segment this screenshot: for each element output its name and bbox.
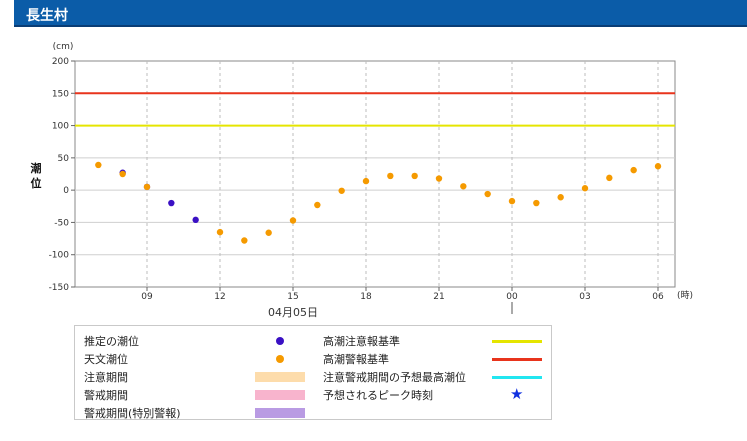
legend-line-swatch	[492, 358, 542, 361]
legend-label: 注意期間	[84, 371, 128, 384]
legend-label: 天文潮位	[84, 353, 128, 366]
date-label: 04月05日	[268, 306, 318, 319]
x-unit-label: (時)	[677, 290, 693, 301]
y-axis-title-char: 潮	[31, 161, 42, 175]
astronomical-tide-point	[460, 183, 467, 190]
astronomical-tide-point	[216, 228, 224, 236]
station-title: 長生村	[26, 8, 68, 24]
x-tick-label: 12	[214, 292, 225, 302]
astronomical-tide-point	[508, 197, 516, 205]
y-tick-label: -150	[49, 283, 70, 293]
y-tick-label: -100	[49, 251, 70, 261]
astronomical-tide-point	[387, 172, 394, 180]
estimated-tide-point	[192, 216, 199, 224]
y-tick-label: 50	[58, 154, 70, 164]
y-tick-label: 0	[63, 186, 69, 196]
astronomical-tide-point	[606, 174, 613, 182]
x-tick-label: 21	[433, 292, 444, 302]
legend-label: 警戒期間(特別警報)	[84, 407, 181, 420]
legend-label: 高潮警報基準	[323, 353, 389, 366]
y-unit-label: (cm)	[53, 42, 74, 52]
astronomical-tide-point	[484, 190, 491, 198]
astronomical-tide-point	[557, 194, 564, 201]
astronomical-tide-point	[289, 217, 297, 224]
x-tick-label: 00	[506, 292, 518, 302]
legend-label: 高潮注意報基準	[323, 335, 400, 348]
y-tick-label: -50	[54, 218, 69, 228]
x-tick-label: 18	[360, 292, 372, 302]
x-tick-label: 06	[652, 292, 664, 302]
astronomical-tide-point	[362, 177, 370, 185]
astronomical-tide-point	[143, 183, 151, 191]
astronomical-tide-point	[95, 161, 102, 169]
astronomical-tide-point	[630, 166, 637, 174]
estimated-tide-point	[168, 199, 175, 207]
legend-dot-icon	[276, 337, 284, 345]
astronomical-tide-point	[338, 187, 345, 194]
x-tick-label: 09	[141, 292, 153, 302]
y-tick-label: 200	[52, 57, 69, 67]
astronomical-tide-point	[119, 170, 126, 178]
astronomical-tide-point	[314, 201, 321, 209]
astronomical-tide-point	[411, 172, 418, 180]
star-icon: ★	[510, 385, 524, 403]
legend-line-swatch	[492, 340, 542, 343]
chart-legend: 推定の潮位天文潮位注意期間警戒期間警戒期間(特別警報) 高潮注意報基準 高潮警報基準…	[74, 325, 552, 420]
legend-band-swatch	[255, 390, 305, 400]
astronomical-tide-point	[435, 175, 443, 182]
legend-line-swatch	[492, 376, 542, 379]
legend-label: 警戒期間	[84, 389, 128, 402]
astronomical-tide-point	[533, 199, 540, 207]
y-tick-label: 100	[52, 122, 69, 132]
legend-band-swatch	[255, 372, 305, 382]
y-axis-title-char: 位	[31, 176, 42, 190]
legend-dot-icon	[276, 355, 284, 363]
astronomical-tide-point	[265, 229, 272, 236]
x-tick-label: 15	[287, 292, 298, 302]
astronomical-tide-point	[241, 237, 248, 244]
tide-chart: 200 150 100 50 0 -50 -100 -150 09 12 15 18 21 00 03 06 0…	[31, 42, 694, 319]
astronomical-tide-point	[581, 185, 589, 192]
astronomical-tide-point	[654, 163, 662, 170]
x-tick-label: 03	[579, 292, 590, 302]
plot-area	[74, 60, 676, 288]
y-tick-label: 150	[52, 89, 69, 99]
legend-label: 注意警戒期間の予想最高潮位	[323, 371, 466, 384]
legend-label: 推定の潮位	[84, 335, 139, 348]
legend-label: 予想されるピーク時刻	[323, 389, 433, 402]
station-header: 長生村	[14, 0, 747, 27]
legend-band-swatch	[255, 408, 305, 418]
